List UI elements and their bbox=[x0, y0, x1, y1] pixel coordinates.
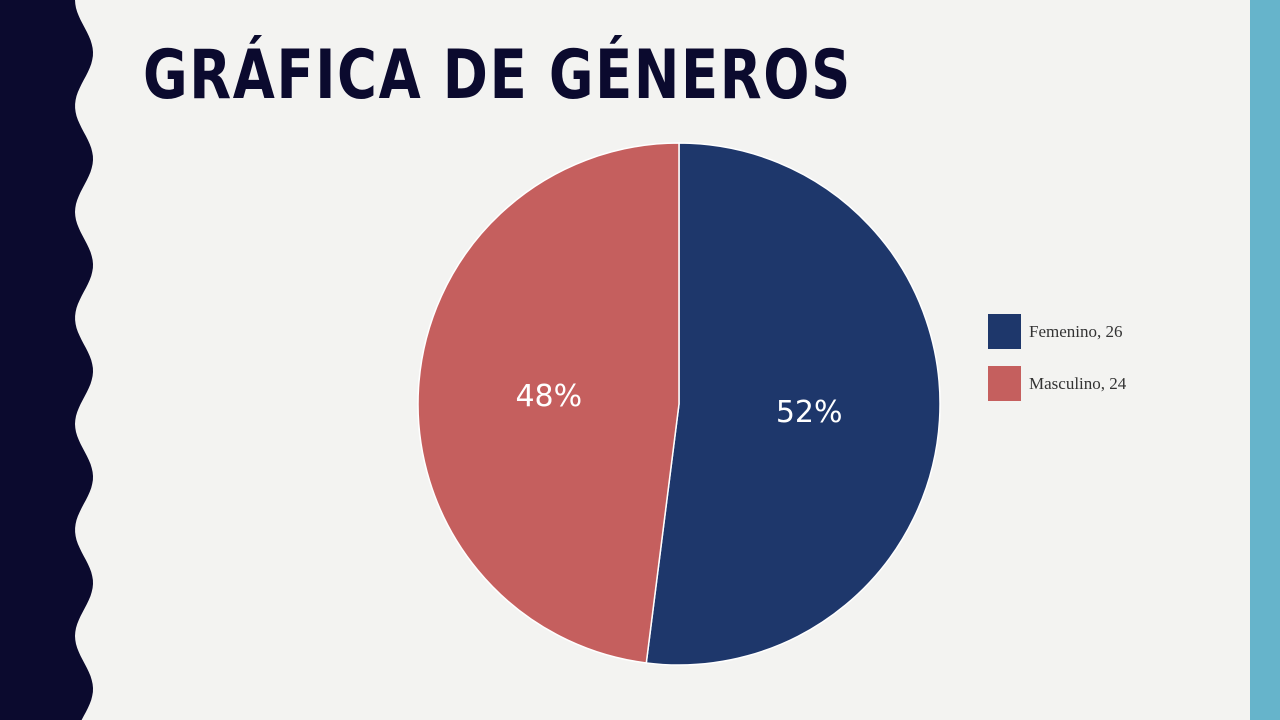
pie-slice-label-masculino: 48% bbox=[515, 379, 582, 414]
legend-label-femenino: Femenino, 26 bbox=[1029, 321, 1123, 341]
right-accent-band bbox=[1250, 0, 1280, 720]
chart-legend: Femenino, 26 Masculino, 24 bbox=[988, 314, 1126, 418]
pie-slice-masculino[interactable] bbox=[417, 142, 680, 664]
pie-slices bbox=[417, 142, 941, 666]
legend-item-masculino[interactable]: Masculino, 24 bbox=[988, 366, 1126, 401]
legend-swatch-masculino bbox=[988, 366, 1021, 401]
pie-slice-label-femenino: 52% bbox=[776, 395, 843, 430]
page-title: GRÁFICA DE GÉNEROS bbox=[143, 36, 852, 115]
pie-slice-labels: 52% 48% bbox=[515, 379, 842, 430]
legend-label-masculino: Masculino, 24 bbox=[1029, 373, 1127, 393]
legend-swatch-femenino bbox=[988, 314, 1021, 349]
pie-slice-femenino[interactable] bbox=[645, 142, 941, 666]
left-wavy-band bbox=[0, 0, 93, 720]
legend-item-femenino[interactable]: Femenino, 26 bbox=[988, 314, 1126, 349]
left-wavy-band-shape bbox=[0, 0, 93, 720]
